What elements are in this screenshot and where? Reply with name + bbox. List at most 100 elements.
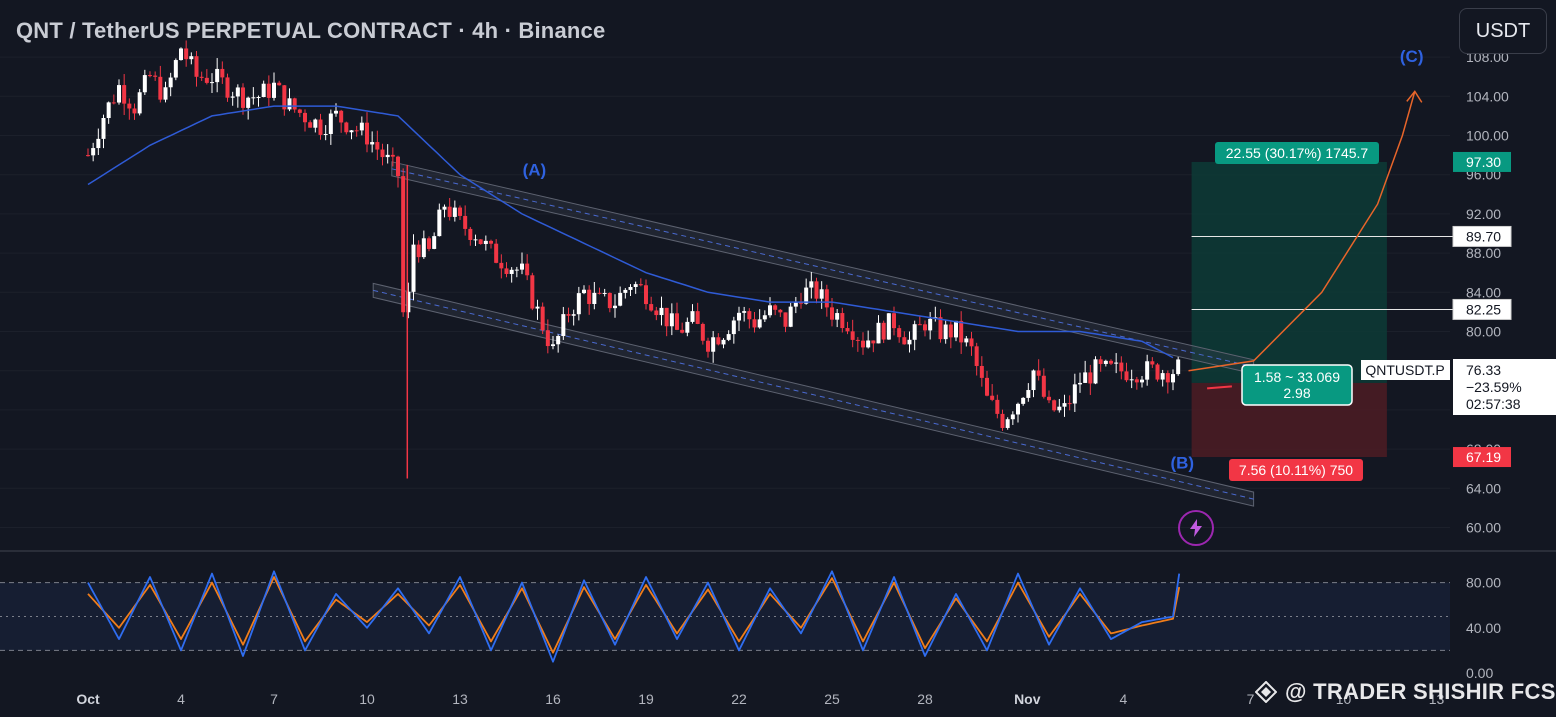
bull-candle[interactable] xyxy=(582,289,586,294)
bull-candle[interactable] xyxy=(685,321,690,333)
bull-candle[interactable] xyxy=(101,117,106,139)
bull-candle[interactable] xyxy=(168,77,173,88)
bear-candle[interactable] xyxy=(204,77,209,83)
bull-candle[interactable] xyxy=(210,82,214,84)
bull-candle[interactable] xyxy=(613,305,617,309)
bull-candle[interactable] xyxy=(1010,414,1015,420)
bull-candle[interactable] xyxy=(520,263,524,270)
bear-candle[interactable] xyxy=(354,130,359,132)
bear-candle[interactable] xyxy=(587,289,592,304)
bear-candle[interactable] xyxy=(675,313,679,330)
bull-candle[interactable] xyxy=(1083,372,1088,383)
bear-candle[interactable] xyxy=(530,275,535,309)
bear-candle[interactable] xyxy=(375,142,380,150)
bull-candle[interactable] xyxy=(809,281,814,288)
bull-candle[interactable] xyxy=(866,340,871,348)
bear-candle[interactable] xyxy=(969,338,974,347)
bull-candle[interactable] xyxy=(272,82,276,98)
bull-candle[interactable] xyxy=(954,320,958,338)
bull-candle[interactable] xyxy=(737,312,741,321)
bull-candle[interactable] xyxy=(163,87,168,100)
bear-candle[interactable] xyxy=(277,82,282,86)
bear-candle[interactable] xyxy=(607,292,612,309)
bear-candle[interactable] xyxy=(111,102,116,104)
bear-candle[interactable] xyxy=(974,346,979,366)
bear-candle[interactable] xyxy=(380,149,385,158)
bear-candle[interactable] xyxy=(1088,372,1093,384)
bear-candle[interactable] xyxy=(525,263,530,276)
bull-candle[interactable] xyxy=(91,148,96,156)
bull-candle[interactable] xyxy=(886,313,891,340)
bull-candle[interactable] xyxy=(173,60,178,78)
bear-candle[interactable] xyxy=(365,122,369,145)
bull-candle[interactable] xyxy=(757,319,762,328)
bear-candle[interactable] xyxy=(199,76,204,78)
bear-candle[interactable] xyxy=(799,302,803,304)
bull-candle[interactable] xyxy=(106,102,111,118)
bull-candle[interactable] xyxy=(215,68,220,83)
bull-candle[interactable] xyxy=(323,133,328,135)
bull-candle[interactable] xyxy=(928,318,933,331)
bull-candle[interactable] xyxy=(943,324,948,340)
bull-candle[interactable] xyxy=(1031,370,1036,391)
bull-candle[interactable] xyxy=(912,324,917,340)
bull-candle[interactable] xyxy=(669,313,674,327)
bull-candle[interactable] xyxy=(1026,390,1031,398)
bull-candle[interactable] xyxy=(473,239,478,241)
bear-candle[interactable] xyxy=(644,285,648,305)
bull-candle[interactable] xyxy=(721,339,726,345)
bull-candle[interactable] xyxy=(1114,362,1119,364)
bull-candle[interactable] xyxy=(1176,359,1181,375)
currency-button[interactable]: USDT xyxy=(1459,8,1547,54)
bull-candle[interactable] xyxy=(907,339,912,345)
bear-candle[interactable] xyxy=(297,109,302,113)
bear-candle[interactable] xyxy=(845,328,850,332)
bear-candle[interactable] xyxy=(458,207,462,216)
bull-candle[interactable] xyxy=(246,97,251,108)
bull-candle[interactable] xyxy=(1145,361,1150,380)
bear-candle[interactable] xyxy=(1098,359,1103,364)
bear-candle[interactable] xyxy=(1047,396,1051,401)
bull-candle[interactable] xyxy=(1103,360,1108,364)
bear-candle[interactable] xyxy=(948,324,953,338)
bull-candle[interactable] xyxy=(1078,382,1082,385)
bull-candle[interactable] xyxy=(731,320,736,335)
bull-candle[interactable] xyxy=(592,292,597,304)
bear-candle[interactable] xyxy=(995,399,1000,414)
bull-candle[interactable] xyxy=(514,269,519,271)
bull-candle[interactable] xyxy=(1093,359,1098,384)
bear-candle[interactable] xyxy=(1150,361,1155,365)
bear-candle[interactable] xyxy=(1000,413,1005,428)
stoch-k-line[interactable] xyxy=(87,570,1181,663)
bear-candle[interactable] xyxy=(1155,364,1160,380)
bull-candle[interactable] xyxy=(551,344,555,347)
bull-candle[interactable] xyxy=(1171,374,1175,383)
bull-candle[interactable] xyxy=(571,314,576,316)
bull-candle[interactable] xyxy=(788,306,793,327)
bull-candle[interactable] xyxy=(726,334,731,340)
bear-candle[interactable] xyxy=(1036,370,1041,376)
bull-candle[interactable] xyxy=(711,337,716,352)
bear-candle[interactable] xyxy=(122,85,127,104)
bear-candle[interactable] xyxy=(540,306,545,331)
bull-candle[interactable] xyxy=(768,305,772,316)
bull-candle[interactable] xyxy=(618,292,623,306)
bull-candle[interactable] xyxy=(437,209,442,237)
bear-candle[interactable] xyxy=(339,110,344,123)
bull-candle[interactable] xyxy=(835,313,840,320)
bear-candle[interactable] xyxy=(184,48,189,60)
bear-candle[interactable] xyxy=(344,122,349,133)
bear-candle[interactable] xyxy=(990,395,995,400)
bear-candle[interactable] xyxy=(292,98,297,110)
bull-candle[interactable] xyxy=(876,322,881,344)
bear-candle[interactable] xyxy=(194,56,199,77)
bull-candle[interactable] xyxy=(561,314,566,337)
bull-candle[interactable] xyxy=(406,291,411,313)
bear-candle[interactable] xyxy=(664,307,669,327)
bear-candle[interactable] xyxy=(416,244,421,258)
bear-candle[interactable] xyxy=(923,324,927,331)
bull-candle[interactable] xyxy=(762,315,767,320)
bear-candle[interactable] xyxy=(266,83,271,98)
bear-candle[interactable] xyxy=(308,122,313,128)
bull-candle[interactable] xyxy=(137,92,142,114)
